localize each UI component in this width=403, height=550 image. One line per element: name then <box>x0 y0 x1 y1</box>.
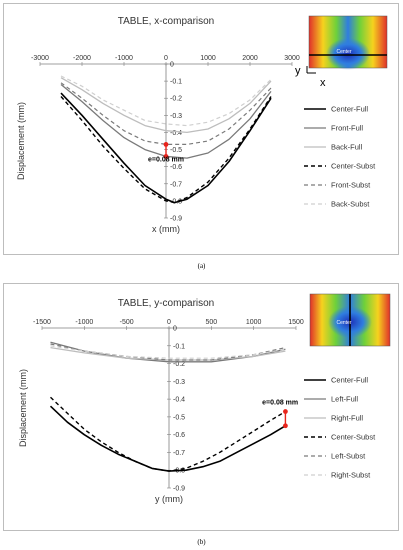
error-marker-bottom <box>163 154 169 159</box>
series-line-center-subst <box>60 96 272 204</box>
inset-core <box>326 38 370 70</box>
y-tick-label: -0.7 <box>173 450 185 457</box>
panel-a: TABLE, x-comparison -3000 -2000 -1000 0 1000… <box>3 3 399 255</box>
y-tick-label: -0.4 <box>170 130 182 137</box>
x-tick-label: -1500 <box>33 319 51 326</box>
legend-label: Front-Subst <box>331 181 371 190</box>
y-tick-label: 0 <box>173 326 177 333</box>
heatmap-inset: Center y x <box>295 15 388 89</box>
y-comparison-chart: TABLE, y-comparison -1500 -1000 -500 0 500 10… <box>18 293 391 504</box>
error-marker-top <box>163 142 169 147</box>
legend-label: Center-Subst <box>331 162 376 171</box>
series-line-center-full <box>60 92 272 204</box>
x-tick-label: 0 <box>167 319 171 326</box>
series-line-right-subst <box>50 345 286 359</box>
y-tick-label: -0.3 <box>173 379 185 386</box>
x-axis-title: y (mm) <box>155 494 183 504</box>
caption-a: (a) <box>197 262 206 270</box>
legend-label: Left-Subst <box>331 452 366 461</box>
chart-title: TABLE, x-comparison <box>118 16 215 27</box>
y-tick-label: -0.3 <box>170 113 182 120</box>
y-tick-label: -0.1 <box>173 343 185 350</box>
series-line-front-subst <box>60 82 272 145</box>
error-marker-label: e=0.08 mm <box>262 399 298 406</box>
x-tick-label: -1000 <box>75 319 93 326</box>
y-tick-label: -0.7 <box>170 181 182 188</box>
x-tick-label: 1000 <box>200 55 216 62</box>
plot-area: -3000 -2000 -1000 0 1000 2000 3000 0 -0.1 -0.2 -0.… <box>16 55 300 234</box>
y-tick-label: -0.9 <box>173 486 185 493</box>
y-tick-label: -0.1 <box>170 79 182 86</box>
x-tick-label: 3000 <box>284 55 300 62</box>
x-tick-label: -3000 <box>31 55 49 62</box>
series-line-back-subst <box>60 75 272 127</box>
error-marker-bottom <box>283 423 288 429</box>
y-tick-label: -0.2 <box>170 96 182 103</box>
inset-label: Center <box>336 49 351 55</box>
heatmap-inset: Center <box>309 293 391 347</box>
y-tick-label: -0.5 <box>170 147 182 154</box>
chart-title: TABLE, y-comparison <box>118 298 215 309</box>
legend-label: Left-Full <box>331 395 358 404</box>
y-tick-label: -0.2 <box>173 361 185 368</box>
panel-b: TABLE, y-comparison -1500 -1000 -500 0 500 10… <box>3 283 399 531</box>
legend-label: Back-Full <box>331 143 363 152</box>
y-axis-title: Displacement (mm) <box>16 102 26 180</box>
legend-label: Back-Subst <box>331 200 370 209</box>
error-marker-top <box>283 409 288 414</box>
y-tick-label: -0.6 <box>173 432 185 439</box>
y-tick-label: -0.9 <box>170 216 182 223</box>
y-tick-label: -0.4 <box>173 397 185 404</box>
y-tick-label: -0.5 <box>173 414 185 421</box>
x-tick-label: 0 <box>164 55 168 62</box>
x-tick-label: -2000 <box>73 55 91 62</box>
x-tick-label: 2000 <box>242 55 258 62</box>
legend-label: Center-Subst <box>331 433 376 442</box>
x-axis-title: x (mm) <box>152 224 180 234</box>
y-tick-label: -0.6 <box>170 164 182 171</box>
legend-label: Center-Full <box>331 376 368 385</box>
legend: Center-Full Front-Full Back-Full Center-Sub… <box>304 105 376 209</box>
x-tick-label: 1500 <box>288 319 304 326</box>
x-tick-label: -1000 <box>115 55 133 62</box>
series-line-center-subst <box>50 396 286 472</box>
caption-b: (b) <box>197 538 206 546</box>
error-marker-label: e=0.08 mm <box>148 157 184 164</box>
y-axis-title: Displacement (mm) <box>18 369 28 447</box>
inset-label: Center <box>336 320 351 326</box>
x-tick-label: 1000 <box>246 319 262 326</box>
series-line-back-full <box>60 77 272 134</box>
plot-area: -1500 -1000 -500 0 500 1000 1500 0 -0.1 -0.2 -0.3 -… <box>18 319 304 504</box>
x-tick-label: -500 <box>120 319 134 326</box>
legend-label: Center-Full <box>331 105 368 114</box>
legend: Center-Full Left-Full Right-Full Center-Sub… <box>304 376 376 480</box>
legend-label: Right-Full <box>331 414 363 423</box>
x-comparison-chart: TABLE, x-comparison -3000 -2000 -1000 0 1000… <box>16 15 388 234</box>
series-line-center-full <box>49 405 286 472</box>
x-tick-label: 500 <box>205 319 217 326</box>
series-line-left-full <box>50 341 286 363</box>
series-line-left-subst <box>50 343 286 361</box>
legend-label: Front-Full <box>331 124 363 133</box>
inset-axis-x-label: x <box>320 77 326 89</box>
legend-label: Right-Subst <box>331 471 371 480</box>
y-tick-label: 0 <box>170 62 174 69</box>
inset-axis-y-label: y <box>295 65 301 77</box>
series-line-right-full <box>50 346 286 361</box>
